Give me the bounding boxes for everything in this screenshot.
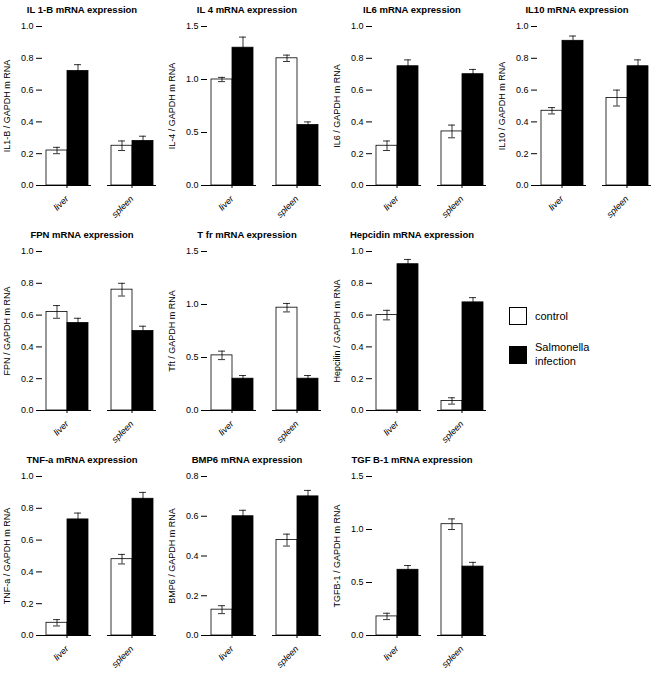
svg-text:spleen: spleen: [605, 194, 631, 220]
svg-text:Tft / GAPDH m RNA: Tft / GAPDH m RNA: [167, 290, 177, 372]
html-text:IL 4 mRNA expression: IL 4 mRNA expression: [196, 4, 298, 15]
svg-text:0.2: 0.2: [351, 374, 364, 384]
svg-text:FPN / GAPDH m RNA: FPN / GAPDH m RNA: [2, 286, 12, 375]
html-text:TNF-a mRNA expression: TNF-a mRNA expression: [26, 454, 138, 465]
svg-text:0.4: 0.4: [21, 567, 34, 577]
svg-text:1.0: 1.0: [21, 21, 34, 31]
svg-text:spleen: spleen: [110, 194, 136, 220]
svg-text:IL10 / GAPDH m RNA: IL10 / GAPDH m RNA: [497, 62, 507, 151]
svg-text:spleen: spleen: [275, 644, 301, 670]
html-text:Hepcidin mRNA expression: Hepcidin mRNA expression: [349, 229, 475, 240]
svg-text:0.6: 0.6: [186, 511, 199, 521]
svg-text:1.5: 1.5: [186, 21, 199, 31]
svg-text:1.0: 1.0: [351, 246, 364, 256]
svg-text:0.2: 0.2: [21, 599, 34, 609]
html-text:IL6 mRNA expression: IL6 mRNA expression: [363, 4, 461, 15]
svg-text:IL1-B / GAPDH m RNA: IL1-B / GAPDH m RNA: [2, 60, 12, 153]
svg-text:0.6: 0.6: [351, 85, 364, 95]
svg-text:0.6: 0.6: [21, 535, 34, 545]
svg-text:0.0: 0.0: [21, 180, 34, 190]
svg-text:spleen: spleen: [275, 194, 301, 220]
svg-text:0.4: 0.4: [351, 117, 364, 127]
svg-text:0.0: 0.0: [186, 180, 199, 190]
svg-text:0.6: 0.6: [21, 85, 34, 95]
svg-text:0.2: 0.2: [186, 591, 199, 601]
svg-text:1.0: 1.0: [21, 246, 34, 256]
svg-text:IL-4 / GAPDH m RNA: IL-4 / GAPDH m RNA: [167, 63, 177, 150]
svg-text:BMP6 / GAPDH m RNA: BMP6 / GAPDH m RNA: [167, 508, 177, 604]
svg-text:0.4: 0.4: [186, 551, 199, 561]
svg-text:liver: liver: [52, 643, 71, 662]
html-text:FPN mRNA expression: FPN mRNA expression: [30, 229, 134, 240]
svg-text:1.0: 1.0: [351, 524, 364, 534]
svg-text:1.5: 1.5: [351, 471, 364, 481]
svg-text:liver: liver: [52, 193, 71, 212]
svg-text:0.8: 0.8: [516, 53, 529, 63]
svg-text:0.0: 0.0: [351, 630, 364, 640]
svg-text:0.0: 0.0: [186, 405, 199, 415]
svg-text:0.8: 0.8: [351, 278, 364, 288]
svg-text:TGFB-1 / GAPDH m RNA: TGFB-1 / GAPDH m RNA: [332, 504, 342, 607]
svg-text:spleen: spleen: [110, 419, 136, 445]
svg-text:0.5: 0.5: [186, 127, 199, 137]
svg-text:0.0: 0.0: [351, 180, 364, 190]
svg-text:spleen: spleen: [440, 419, 466, 445]
svg-text:spleen: spleen: [440, 644, 466, 670]
svg-text:0.0: 0.0: [351, 405, 364, 415]
svg-text:0.8: 0.8: [21, 278, 34, 288]
svg-text:0.2: 0.2: [21, 149, 34, 159]
svg-text:1.0: 1.0: [351, 21, 364, 31]
svg-text:0.5: 0.5: [186, 352, 199, 362]
svg-text:TNF-a / GAPDH m RNA: TNF-a / GAPDH m RNA: [2, 508, 12, 605]
svg-text:1.0: 1.0: [21, 471, 34, 481]
html-text:control: control: [535, 309, 568, 322]
svg-text:0.0: 0.0: [21, 630, 34, 640]
svg-text:0.4: 0.4: [21, 117, 34, 127]
svg-text:liver: liver: [217, 193, 236, 212]
svg-text:0.8: 0.8: [21, 503, 34, 513]
svg-text:0.2: 0.2: [516, 149, 529, 159]
svg-text:liver: liver: [217, 643, 236, 662]
svg-text:0.0: 0.0: [186, 630, 199, 640]
html-text:BMP6 mRNA expression: BMP6 mRNA expression: [191, 454, 303, 465]
svg-text:spleen: spleen: [110, 644, 136, 670]
svg-text:spleen: spleen: [440, 194, 466, 220]
html-text:IL 1-B mRNA expression: IL 1-B mRNA expression: [26, 4, 138, 15]
svg-text:0.4: 0.4: [351, 342, 364, 352]
svg-text:spleen: spleen: [275, 419, 301, 445]
svg-text:liver: liver: [382, 193, 401, 212]
svg-text:0.0: 0.0: [21, 405, 34, 415]
svg-text:1.0: 1.0: [186, 74, 199, 84]
svg-text:0.8: 0.8: [351, 53, 364, 63]
svg-text:0.5: 0.5: [351, 577, 364, 587]
svg-text:0.6: 0.6: [21, 310, 34, 320]
svg-text:0.4: 0.4: [21, 342, 34, 352]
svg-text:0.2: 0.2: [21, 374, 34, 384]
html-text:T fr mRNA expression: T fr mRNA expression: [197, 229, 297, 240]
svg-text:0.6: 0.6: [351, 310, 364, 320]
svg-text:liver: liver: [52, 418, 71, 437]
svg-text:0.6: 0.6: [516, 85, 529, 95]
svg-text:Hepcilin / GAPDH m RNA: Hepcilin / GAPDH m RNA: [332, 279, 342, 382]
html-text:Salmonella infection: Salmonella infection: [535, 341, 590, 367]
svg-text:1.5: 1.5: [186, 246, 199, 256]
svg-text:0.2: 0.2: [351, 149, 364, 159]
svg-text:IL6 / GAPDH m RNA: IL6 / GAPDH m RNA: [332, 64, 342, 148]
svg-text:0.8: 0.8: [21, 53, 34, 63]
svg-text:1.0: 1.0: [516, 21, 529, 31]
svg-text:liver: liver: [217, 418, 236, 437]
svg-text:0.0: 0.0: [516, 180, 529, 190]
svg-text:liver: liver: [382, 643, 401, 662]
html-text:IL10 mRNA expression: IL10 mRNA expression: [525, 4, 629, 15]
html-text:TGF B-1 mRNA expression: TGF B-1 mRNA expression: [351, 454, 473, 465]
svg-text:0.8: 0.8: [186, 471, 199, 481]
svg-text:liver: liver: [382, 418, 401, 437]
svg-text:1.0: 1.0: [186, 299, 199, 309]
svg-text:liver: liver: [547, 193, 566, 212]
svg-text:0.4: 0.4: [516, 117, 529, 127]
